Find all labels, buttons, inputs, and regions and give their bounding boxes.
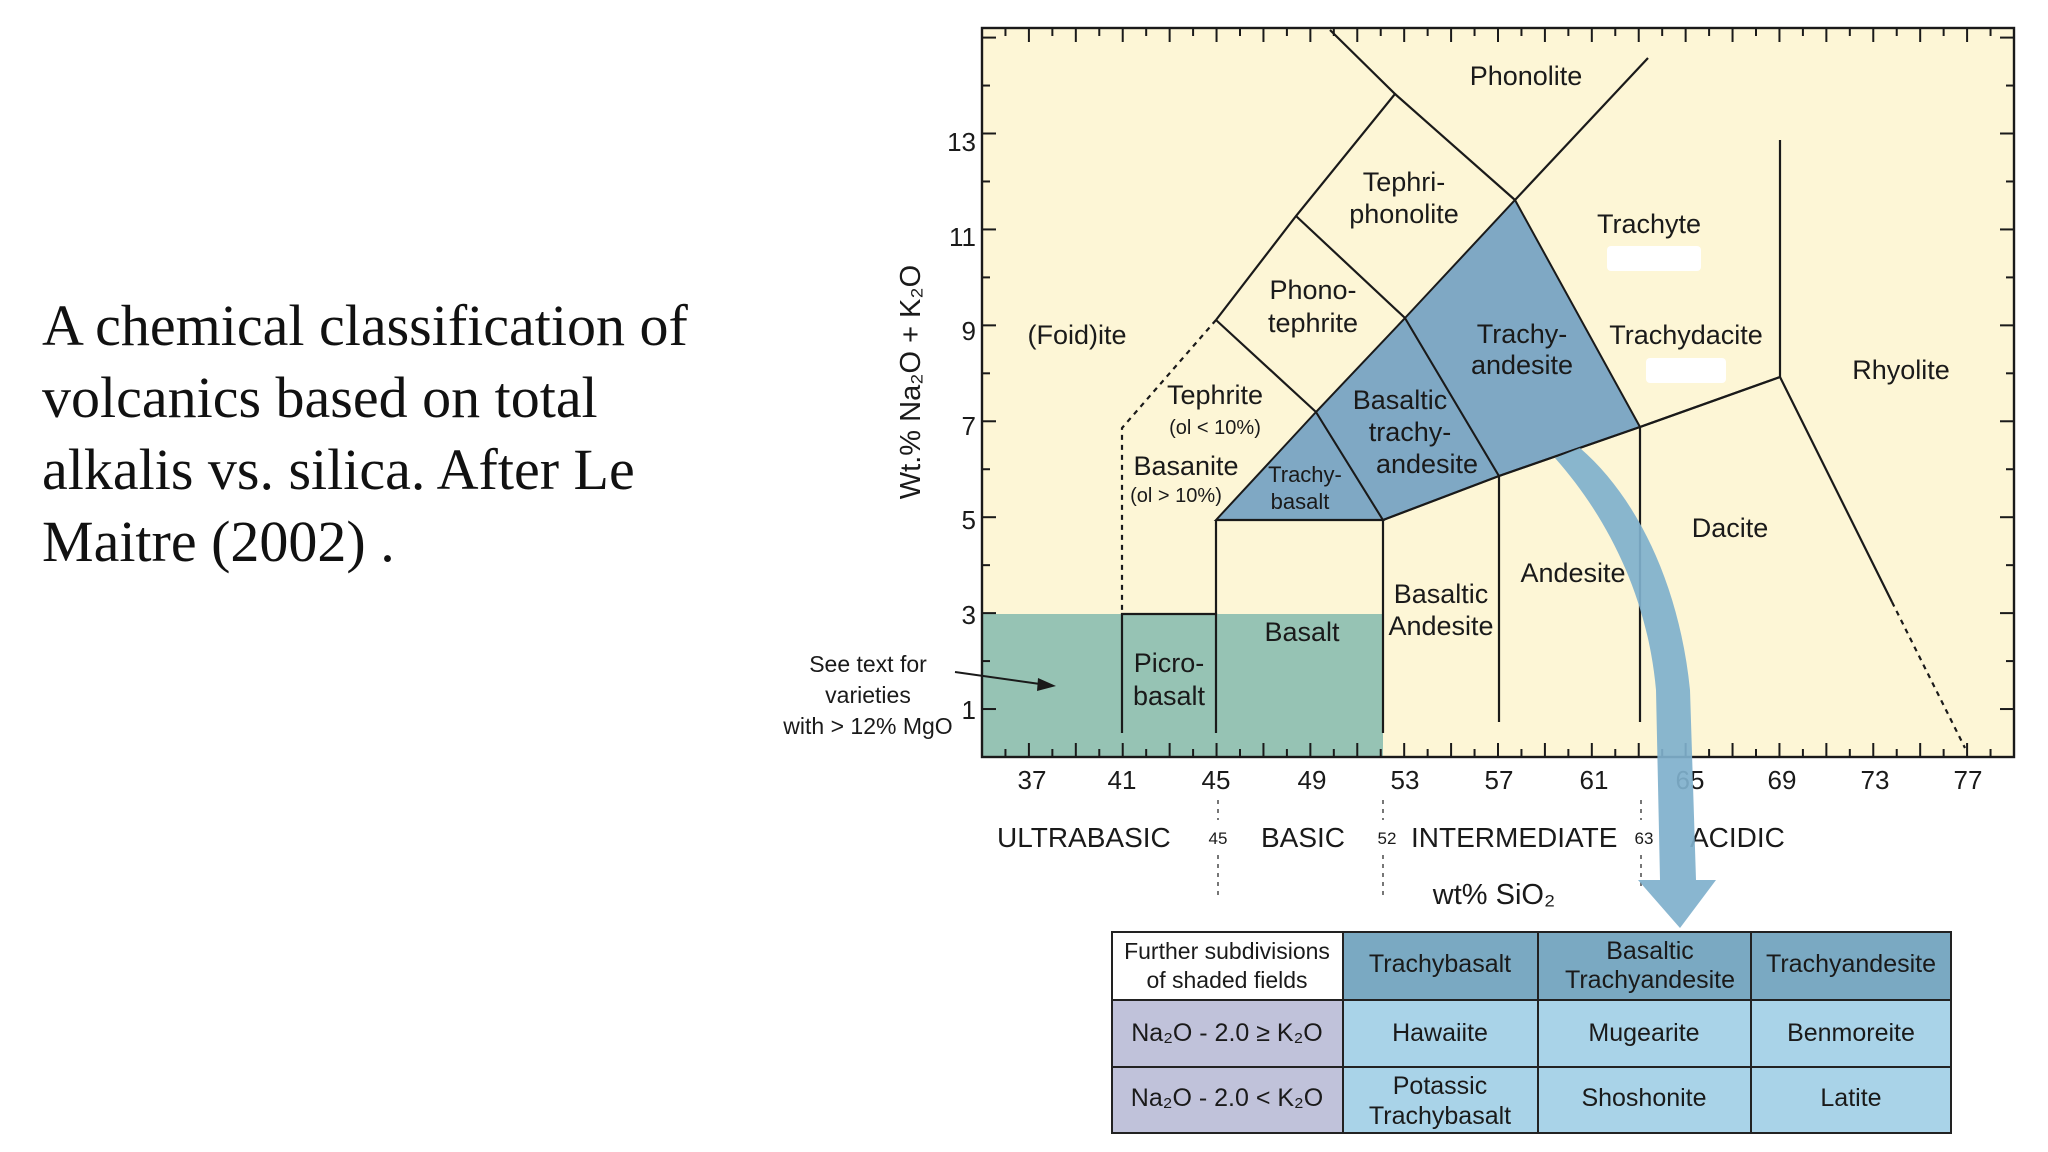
field-label-picrobasalt: Picro- bbox=[1134, 648, 1205, 678]
table-header-trachybasalt: Trachybasalt bbox=[1369, 950, 1511, 978]
field-label-andesite: Andesite bbox=[1520, 558, 1625, 588]
field-label-basanite: Basanite bbox=[1133, 451, 1238, 481]
dashed-boundaries bbox=[1120, 319, 1966, 749]
field-label-trachyte: Trachyte bbox=[1597, 209, 1701, 239]
table-cell: Hawaiite bbox=[1392, 1019, 1488, 1047]
table-cell: Shoshonite bbox=[1581, 1084, 1706, 1112]
x-tick-label: 49 bbox=[1298, 765, 1327, 795]
x-tick-label: 45 bbox=[1202, 765, 1231, 795]
x-tick-label: 57 bbox=[1485, 765, 1514, 795]
field-label-trachybasalt: basalt bbox=[1271, 489, 1330, 514]
field-label-phonolite: Phonolite bbox=[1470, 61, 1583, 91]
class-boundary-63: 63 bbox=[1635, 829, 1654, 848]
field-label-basanite-note: (ol > 10%) bbox=[1130, 485, 1222, 507]
field-label-basaltic-andesite: Basaltic bbox=[1394, 579, 1489, 609]
class-divider-lines bbox=[1217, 800, 1642, 895]
class-label-basic: BASIC bbox=[1261, 822, 1345, 853]
y-tick-label: 3 bbox=[962, 600, 976, 630]
note-arrow-head bbox=[1037, 678, 1056, 691]
field-label-rhyolite: Rhyolite bbox=[1852, 355, 1950, 385]
field-label-basaltic-trachyandesite: andesite bbox=[1376, 449, 1478, 479]
field-label-phonotephrite: tephrite bbox=[1268, 308, 1358, 338]
x-tick-label: 77 bbox=[1954, 765, 1983, 795]
field-label-foidite: (Foid)ite bbox=[1027, 320, 1126, 350]
table-header-basaltic-trachyandesite: Basaltic bbox=[1606, 937, 1694, 965]
mgo-note: with > 12% MgO bbox=[782, 713, 952, 739]
caption-text: A chemical classification of volcanics b… bbox=[42, 293, 688, 574]
field-label-phonotephrite: Phono- bbox=[1269, 275, 1356, 305]
mgo-note: See text for bbox=[809, 651, 927, 677]
mgo-note: varieties bbox=[825, 682, 911, 708]
y-tick-label: 5 bbox=[962, 505, 976, 535]
boundary-lines bbox=[1120, 29, 1893, 733]
x-tick-label: 37 bbox=[1018, 765, 1047, 795]
field-label-basalt: Basalt bbox=[1264, 617, 1340, 647]
y-axis-label: Wt.% Na₂O + K₂O bbox=[895, 265, 927, 499]
x-tick-label: 53 bbox=[1391, 765, 1420, 795]
class-label-ultrabasic: ULTRABASIC bbox=[997, 822, 1171, 853]
note-arrow-line bbox=[954, 671, 1041, 685]
table-header-label: of shaded fields bbox=[1146, 967, 1307, 993]
table-row-label: Na₂O - 2.0 ≥ K₂O bbox=[1131, 1019, 1323, 1047]
subdivision-table bbox=[1111, 931, 1952, 1134]
y-tick-label: 7 bbox=[962, 411, 976, 441]
y-tick-label: 13 bbox=[947, 127, 976, 157]
table-row-label: Na₂O - 2.0 < K₂O bbox=[1131, 1084, 1323, 1112]
table-cell: Latite bbox=[1820, 1084, 1881, 1112]
field-label-basaltic-trachyandesite: trachy- bbox=[1369, 417, 1452, 447]
class-boundary-45: 45 bbox=[1209, 829, 1228, 848]
field-label-tephrite: Tephrite bbox=[1167, 380, 1263, 410]
curved-arrow bbox=[1555, 448, 1716, 928]
x-tick-label: 69 bbox=[1768, 765, 1797, 795]
x-axis-label: wt% SiO₂ bbox=[1432, 879, 1555, 911]
field-label-dacite: Dacite bbox=[1692, 513, 1769, 543]
table-cell: Potassic bbox=[1393, 1072, 1487, 1100]
class-label-intermediate: INTERMEDIATE bbox=[1411, 822, 1617, 853]
y-tick-label: 11 bbox=[949, 222, 976, 252]
field-label-tephriphonolite: Tephri- bbox=[1363, 167, 1446, 197]
table-header-basaltic-trachyandesite: Trachyandesite bbox=[1565, 966, 1735, 994]
y-tick-label: 9 bbox=[962, 316, 976, 346]
table-header-trachyandesite: Trachyandesite bbox=[1766, 950, 1936, 978]
table-cell: Mugearite bbox=[1588, 1019, 1699, 1047]
x-tick-label: 41 bbox=[1108, 765, 1137, 795]
class-label-acidic: ACIDIC bbox=[1690, 822, 1785, 853]
x-tick-label: 61 bbox=[1580, 765, 1609, 795]
x-tick-label: 73 bbox=[1861, 765, 1890, 795]
field-label-tephriphonolite: phonolite bbox=[1349, 199, 1459, 229]
field-label-basaltic-andesite: Andesite bbox=[1388, 611, 1493, 641]
table-cell: Trachybasalt bbox=[1369, 1102, 1511, 1130]
y-tick-label: 1 bbox=[962, 695, 976, 725]
class-boundary-52: 52 bbox=[1378, 829, 1397, 848]
table-cell: Benmoreite bbox=[1787, 1019, 1915, 1047]
field-label-trachyandesite: Trachy- bbox=[1477, 319, 1568, 349]
white-patch bbox=[1646, 358, 1726, 383]
field-label-trachyandesite: andesite bbox=[1471, 350, 1573, 380]
table-header-label: Further subdivisions bbox=[1124, 938, 1330, 964]
field-label-basaltic-trachyandesite: Basaltic bbox=[1353, 385, 1448, 415]
field-label-tephrite-note: (ol < 10%) bbox=[1169, 417, 1261, 439]
field-label-picrobasalt: basalt bbox=[1133, 681, 1206, 711]
y-ticks bbox=[982, 36, 2014, 758]
field-label-trachydacite: Trachydacite bbox=[1609, 320, 1763, 350]
field-label-trachybasalt: Trachy- bbox=[1268, 462, 1342, 487]
x-ticks bbox=[981, 28, 2015, 757]
white-patch bbox=[1607, 246, 1701, 271]
